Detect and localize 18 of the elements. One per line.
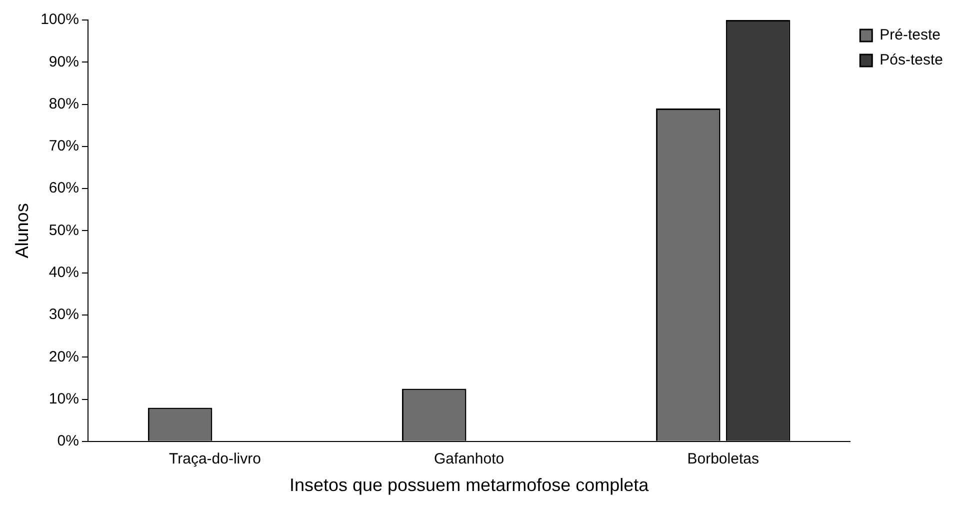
y-axis-title: Alunos	[12, 203, 32, 258]
x-tick-label: Traça-do-livro	[169, 450, 261, 468]
y-tick-label: 0%	[57, 432, 79, 450]
y-tick-label: 80%	[48, 95, 79, 112]
y-tick-label: 100%	[40, 11, 79, 28]
x-axis-title: Insetos que possuem metarmofose completa	[289, 475, 650, 496]
y-tick-label: 20%	[48, 348, 79, 366]
y-tick-label: 10%	[48, 390, 79, 408]
y-tick-label: 40%	[48, 264, 79, 281]
legend-label: Pós-teste	[880, 52, 944, 69]
y-tick-label: 50%	[48, 222, 79, 239]
y-tick-label: 90%	[48, 53, 79, 70]
x-tick-label: Borboletas	[687, 450, 759, 468]
y-tick-label: 30%	[48, 306, 79, 324]
y-tick-label: 60%	[48, 180, 79, 197]
legend-label: Pré-teste	[880, 26, 940, 44]
y-tick-label: 70%	[48, 138, 79, 155]
x-tick-label: Gafanhoto	[434, 450, 504, 468]
